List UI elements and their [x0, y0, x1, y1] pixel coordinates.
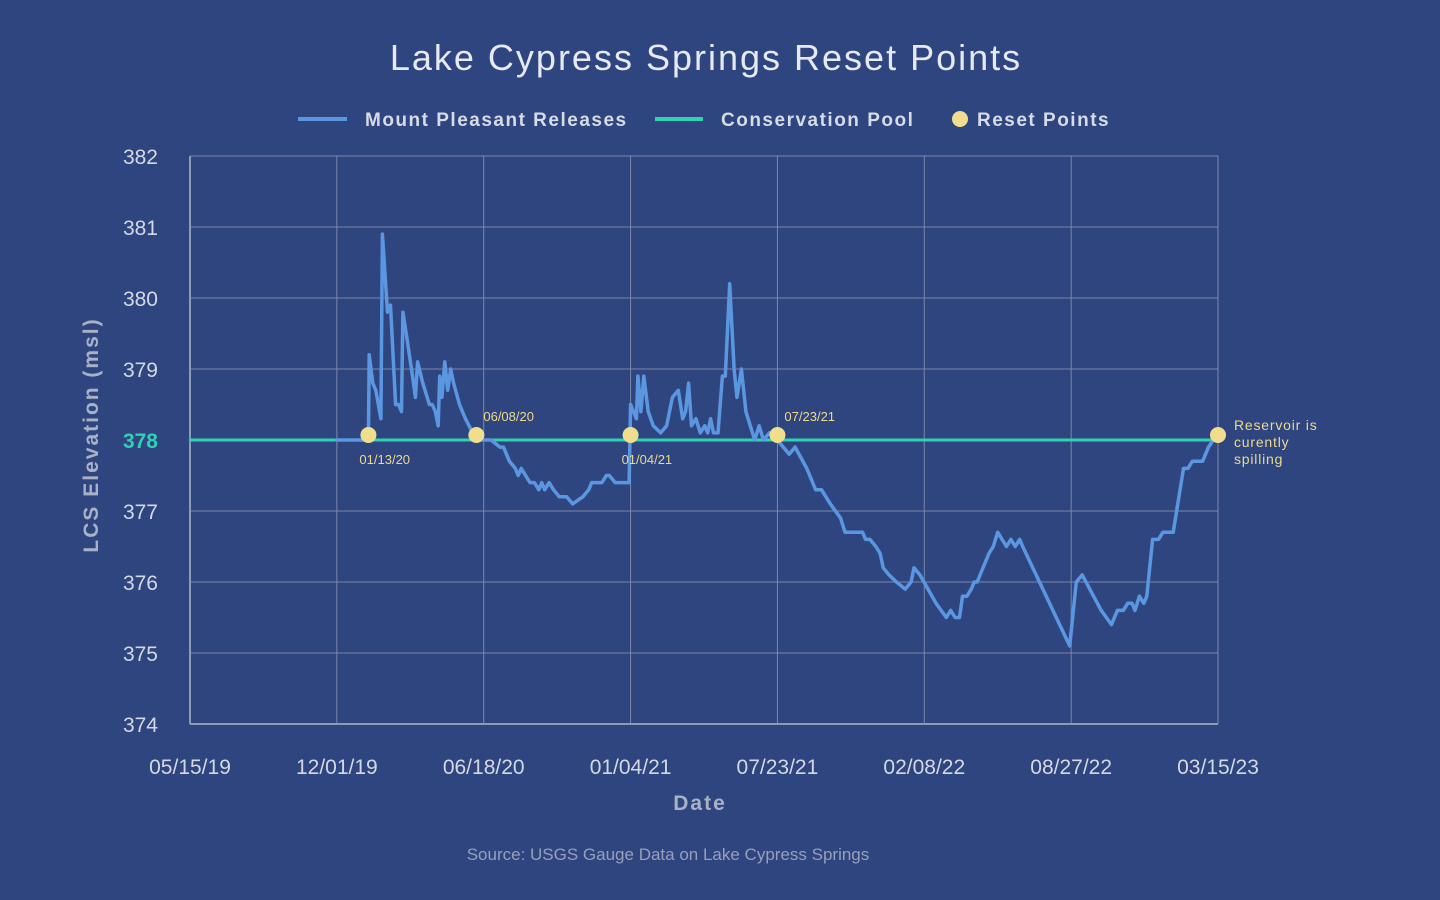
reset-point-label: 07/23/21: [784, 409, 835, 424]
y-tick-label: 377: [123, 501, 158, 524]
reset-point-label: 06/08/20: [483, 409, 534, 424]
x-tick-label: 12/01/19: [296, 756, 378, 779]
x-tick-label: 07/23/21: [737, 756, 819, 779]
y-tick-label: 380: [123, 288, 158, 311]
reset-point-marker: [1210, 427, 1226, 443]
reset-point-label: 01/04/21: [622, 452, 673, 467]
reset-point-label: 01/13/20: [359, 452, 410, 467]
y-tick-label: 376: [123, 572, 158, 595]
y-tick-labels: 374 375 376 377 378 379 380 381 382: [123, 146, 158, 737]
x-tick-label: 02/08/22: [883, 756, 965, 779]
series-layer: [190, 232, 1220, 648]
legend-swatch-reset-points: [952, 111, 968, 127]
x-tick-labels: 05/15/19 12/01/19 06/18/20 01/04/21 07/23/21…: [149, 756, 1259, 779]
x-tick-label: 05/15/19: [149, 756, 231, 779]
spill-annotation-line-2: curently: [1234, 434, 1289, 450]
legend: Mount Pleasant Releases Conservation Poo…: [298, 110, 1110, 131]
source-note: Source: USGS Gauge Data on Lake Cypress …: [467, 845, 870, 864]
reset-points-layer: 01/13/20 06/08/20 01/04/21 07/23/21: [359, 409, 1226, 467]
legend-label-releases: Mount Pleasant Releases: [365, 110, 628, 131]
chart-title: Lake Cypress Springs Reset Points: [390, 37, 1022, 78]
spill-annotation-line-3: spilling: [1234, 451, 1283, 467]
y-tick-label: 382: [123, 146, 158, 169]
reset-point-marker: [468, 427, 485, 443]
legend-label-reset-points: Reset Points: [977, 110, 1110, 131]
grid: [189, 155, 1219, 725]
x-axis-title: Date: [673, 792, 727, 815]
x-tick-label: 06/18/20: [443, 756, 525, 779]
reset-point-marker: [622, 427, 639, 443]
x-tick-label: 01/04/21: [590, 756, 672, 779]
legend-label-conservation-pool: Conservation Pool: [721, 110, 914, 131]
series-line-mount-pleasant-releases: [335, 232, 1220, 648]
x-tick-label: 03/15/23: [1177, 756, 1259, 779]
y-tick-label: 381: [123, 217, 158, 240]
y-tick-label: 375: [123, 643, 158, 666]
x-tick-label: 08/27/22: [1030, 756, 1112, 779]
reset-point-marker: [360, 427, 377, 443]
reset-point-marker: [769, 427, 786, 443]
y-tick-label: 374: [123, 714, 158, 737]
y-tick-label: 379: [123, 359, 158, 382]
y-axis-title: LCS Elevation (msl): [80, 317, 103, 552]
y-tick-label: 378: [123, 430, 158, 453]
spill-annotation-line-1: Reservoir is: [1234, 417, 1318, 433]
